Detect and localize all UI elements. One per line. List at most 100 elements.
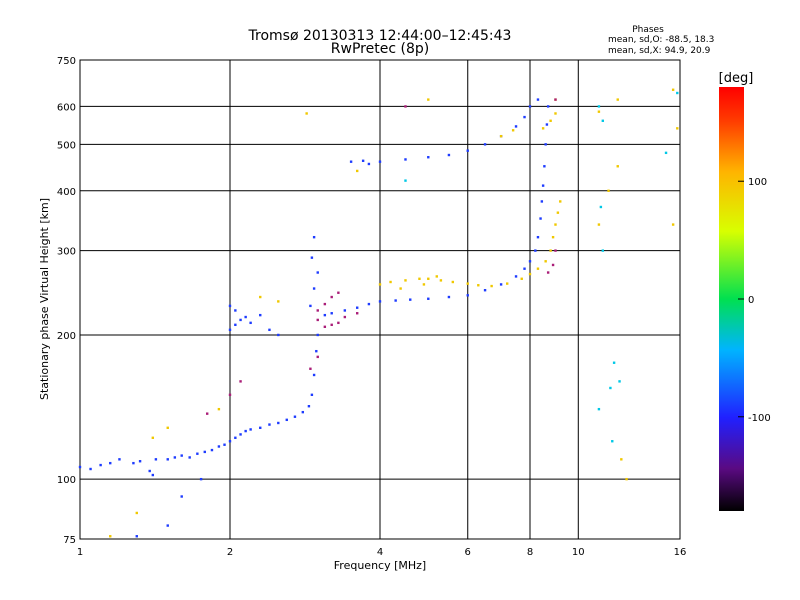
stats-heading: Phases bbox=[632, 25, 664, 35]
data-point bbox=[539, 217, 542, 220]
data-point bbox=[534, 249, 537, 252]
data-point bbox=[285, 418, 288, 422]
data-point bbox=[427, 98, 430, 101]
data-point bbox=[312, 287, 316, 290]
y-axis-label: Stationary phase Virtual Height [km] bbox=[38, 198, 51, 400]
data-point bbox=[316, 318, 319, 322]
data-point bbox=[514, 275, 518, 278]
data-point bbox=[228, 440, 232, 443]
data-point bbox=[625, 477, 628, 481]
data-point bbox=[239, 318, 242, 322]
data-point bbox=[378, 160, 382, 163]
data-point bbox=[249, 428, 252, 431]
data-point bbox=[427, 156, 430, 159]
colorbar-tick-label: 0 bbox=[748, 295, 754, 306]
data-point bbox=[310, 393, 314, 397]
data-point bbox=[293, 415, 297, 418]
data-point bbox=[217, 407, 221, 411]
data-point bbox=[447, 295, 451, 299]
data-point bbox=[607, 189, 610, 192]
data-point bbox=[259, 313, 262, 317]
x-tick-label: 1 bbox=[77, 547, 83, 558]
data-point bbox=[312, 373, 316, 377]
data-point bbox=[499, 134, 503, 138]
data-point bbox=[78, 465, 82, 469]
data-point bbox=[616, 98, 619, 101]
data-point bbox=[223, 443, 226, 446]
x-tick-label: 2 bbox=[227, 547, 233, 558]
data-point bbox=[523, 267, 526, 270]
data-point bbox=[554, 223, 557, 226]
data-point bbox=[109, 461, 112, 465]
data-point bbox=[277, 333, 280, 337]
data-point bbox=[536, 235, 540, 239]
data-point bbox=[132, 461, 135, 465]
y-tick-label: 200 bbox=[57, 331, 76, 342]
data-point bbox=[259, 295, 262, 299]
data-point bbox=[343, 309, 347, 312]
data-point bbox=[466, 149, 469, 152]
data-point bbox=[138, 460, 142, 463]
data-point bbox=[151, 473, 155, 477]
data-point bbox=[559, 200, 562, 203]
data-point bbox=[545, 123, 549, 126]
data-point bbox=[676, 91, 679, 95]
data-point bbox=[309, 367, 312, 370]
data-point bbox=[616, 165, 619, 168]
data-point bbox=[418, 277, 421, 280]
data-point bbox=[543, 165, 546, 168]
data-point bbox=[546, 105, 550, 108]
data-point bbox=[490, 284, 493, 288]
y-tick-label: 500 bbox=[57, 140, 76, 151]
data-point bbox=[409, 298, 412, 301]
data-point bbox=[173, 456, 177, 459]
data-point bbox=[483, 143, 487, 146]
x-tick-label: 16 bbox=[674, 547, 687, 558]
data-point bbox=[316, 271, 319, 274]
data-point bbox=[528, 260, 532, 263]
data-point bbox=[337, 291, 340, 294]
x-tick-label: 10 bbox=[572, 547, 585, 558]
data-point bbox=[427, 297, 430, 300]
data-point bbox=[597, 110, 601, 113]
data-point bbox=[597, 223, 601, 226]
data-point bbox=[343, 315, 347, 319]
plot-frame bbox=[79, 59, 681, 540]
data-point bbox=[528, 105, 532, 108]
data-point bbox=[228, 328, 232, 332]
data-point bbox=[499, 283, 503, 286]
colorbar-ticks: 100 0 -100 bbox=[738, 177, 771, 424]
data-point bbox=[378, 300, 382, 303]
x-tick-label: 8 bbox=[527, 547, 533, 558]
y-tick-label: 400 bbox=[57, 187, 76, 198]
data-point bbox=[199, 477, 203, 481]
data-point bbox=[166, 524, 169, 527]
data-point bbox=[268, 423, 271, 426]
data-point bbox=[203, 450, 206, 454]
data-point bbox=[309, 304, 312, 308]
data-point bbox=[404, 105, 407, 108]
data-point bbox=[514, 125, 518, 128]
data-point bbox=[466, 294, 469, 297]
x-tick-label: 4 bbox=[377, 547, 383, 558]
data-point bbox=[544, 260, 547, 263]
data-point bbox=[109, 535, 112, 538]
chart-subtitle: RwPretec (8p) bbox=[331, 41, 429, 57]
data-point bbox=[349, 160, 353, 163]
data-point bbox=[551, 263, 555, 267]
stats-o-mode: mean, sd,O: -88.5, 18.3 bbox=[608, 35, 714, 45]
data-point bbox=[599, 205, 603, 209]
data-point bbox=[671, 223, 675, 226]
data-point bbox=[367, 162, 371, 166]
data-point bbox=[205, 412, 209, 415]
data-point bbox=[316, 333, 319, 337]
data-point bbox=[196, 452, 199, 455]
data-point bbox=[316, 355, 319, 359]
data-point bbox=[549, 119, 552, 122]
data-point bbox=[451, 280, 455, 284]
data-point bbox=[315, 349, 318, 353]
data-point bbox=[249, 321, 252, 325]
data-point bbox=[239, 433, 242, 436]
data-point bbox=[511, 129, 515, 132]
data-point bbox=[404, 179, 407, 182]
